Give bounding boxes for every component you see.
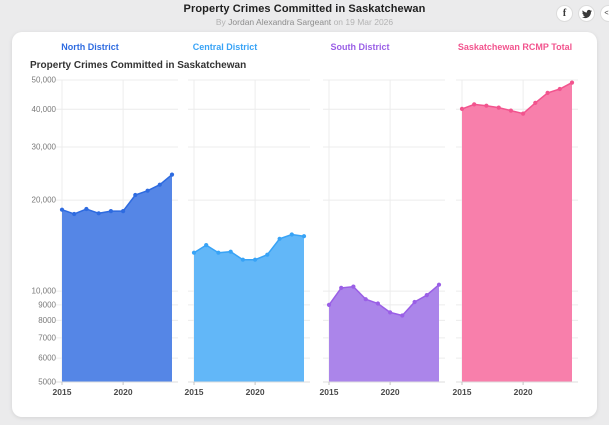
y-tick-label: 50,000	[32, 76, 57, 85]
panel-south-district: 2015 2020	[320, 79, 445, 397]
data-point	[108, 209, 113, 214]
data-point	[169, 172, 175, 177]
facebook-icon: f	[562, 8, 567, 19]
facet-header-saskatchewan-rcmp-total: Saskatchewan RCMP Total	[457, 42, 573, 52]
area-saskatchewan-rcmp-total	[462, 82, 572, 382]
data-point	[351, 284, 356, 289]
line-south-district	[328, 284, 440, 317]
data-point	[84, 206, 89, 212]
data-point	[424, 293, 429, 298]
embed-icon: <>	[604, 10, 609, 17]
faceted-area-chart: 2015 2020 5000 6000 7000 8000 9000 10,000 20,000…	[32, 76, 578, 397]
x-tick-label: 2020	[514, 387, 533, 397]
data-point	[496, 105, 501, 110]
y-tick-label: 20,000	[32, 196, 57, 205]
data-point	[459, 106, 465, 111]
y-tick-label: 5000	[38, 378, 56, 387]
data-point	[388, 310, 393, 315]
x-tick-label: 2015	[185, 387, 204, 397]
data-point	[240, 257, 245, 262]
data-point	[484, 103, 489, 108]
byline-prefix: By	[215, 17, 226, 27]
line-north-district	[61, 174, 173, 215]
data-point	[59, 207, 65, 212]
byline: By Jordan Alexandra Sargeant on 19 Mar 2…	[0, 17, 609, 27]
line-saskatchewan-rcmp-total	[461, 81, 573, 115]
data-point	[436, 282, 442, 287]
data-point	[72, 211, 77, 217]
byline-author: Jordan Alexandra Sargeant	[228, 17, 332, 27]
y-tick-label: 30,000	[32, 142, 57, 151]
panel-central-district: 2015 2020	[185, 79, 310, 397]
facebook-share-button[interactable]: f	[556, 5, 573, 22]
chart-title: Property Crimes Committed in Saskatchewa…	[30, 60, 247, 71]
byline-connector: on	[333, 17, 344, 27]
byline-date: 19 Mar 2026	[345, 17, 394, 27]
embed-share-button[interactable]: <>	[600, 5, 609, 22]
data-point	[277, 236, 282, 241]
data-point	[253, 257, 258, 262]
data-point	[375, 301, 380, 306]
data-point	[157, 182, 162, 187]
y-tick-label: 10,000	[32, 287, 57, 296]
panel-north-district: 2015 2020 5000 6000 7000 8000 9000 10,000 20,000…	[32, 76, 178, 397]
facet-header-south-district: South District	[330, 42, 390, 52]
page-title: Property Crimes Committed in Saskatchewa…	[183, 3, 426, 15]
data-point	[289, 232, 294, 237]
facet-header-north-district: North District	[61, 42, 119, 52]
data-point	[265, 252, 270, 257]
data-point	[121, 209, 126, 214]
data-point	[472, 102, 477, 107]
data-point	[412, 299, 417, 305]
area-central-district	[194, 234, 304, 382]
facet-header-central-district: Central District	[192, 42, 258, 52]
data-point	[191, 250, 197, 255]
data-point	[545, 90, 550, 95]
data-point	[533, 100, 538, 105]
x-tick-label: 2015	[53, 387, 72, 397]
data-point	[216, 250, 221, 255]
data-point	[339, 285, 344, 290]
twitter-icon	[581, 9, 592, 18]
page-header: Property Crimes Committed in Saskatchewa…	[0, 0, 609, 27]
y-tick-label: 7000	[38, 333, 56, 342]
data-point	[204, 243, 209, 248]
line-central-district	[193, 233, 305, 261]
social-share-bar: f <>	[556, 5, 609, 22]
data-point	[400, 313, 405, 318]
chart-card: North District Central District South Dist…	[12, 32, 597, 417]
y-tick-label: 8000	[38, 316, 56, 325]
data-point	[508, 108, 513, 113]
data-point	[569, 80, 575, 85]
data-point	[96, 211, 101, 216]
y-tick-label: 6000	[38, 354, 56, 363]
data-point	[145, 188, 150, 193]
y-tick-label: 9000	[38, 300, 56, 309]
data-point	[326, 302, 332, 307]
area-north-district	[62, 174, 172, 382]
data-point	[301, 234, 307, 239]
x-tick-label: 2015	[320, 387, 339, 397]
data-point	[557, 86, 562, 92]
data-point	[363, 297, 368, 302]
panel-saskatchewan-rcmp-total: 2015 2020	[453, 79, 578, 397]
x-tick-label: 2020	[381, 387, 400, 397]
data-point	[133, 192, 138, 198]
x-tick-label: 2020	[246, 387, 265, 397]
x-tick-label: 2015	[453, 387, 472, 397]
x-tick-label: 2020	[114, 387, 133, 397]
y-tick-label: 40,000	[32, 105, 57, 114]
data-point	[521, 111, 526, 116]
area-south-district	[329, 284, 439, 382]
twitter-share-button[interactable]	[578, 5, 595, 22]
data-point	[228, 249, 233, 254]
